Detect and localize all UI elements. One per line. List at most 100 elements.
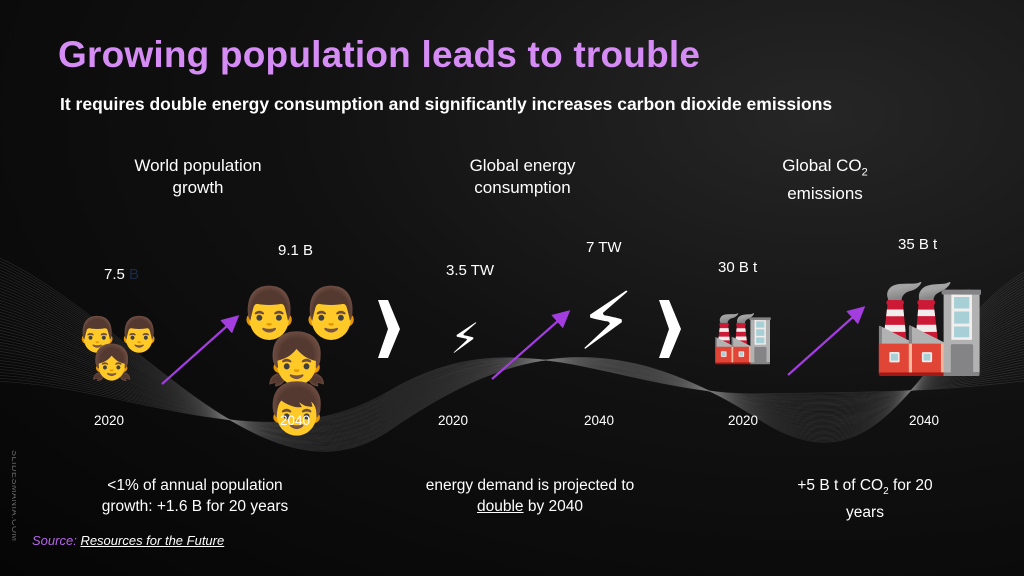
wave-line	[0, 257, 1024, 452]
year-label: 2020	[94, 413, 125, 428]
population-value-2040: 9.1 B	[278, 242, 314, 259]
year-label: 2020	[438, 413, 469, 428]
wave-line	[0, 291, 1024, 443]
wave-line	[0, 358, 1024, 426]
wave-line	[0, 278, 1024, 446]
chevron-right-icon	[659, 300, 681, 358]
wave-line	[0, 272, 1024, 448]
energy-value-2040: 7 TW	[586, 239, 622, 256]
energy-heading-line2: consumption	[474, 178, 571, 197]
page-subtitle: It requires double energy consumption an…	[60, 94, 833, 114]
wave-line	[0, 296, 1024, 441]
co2-heading-subscript: 2	[861, 166, 868, 179]
wave-line	[0, 351, 1024, 428]
year-label: 2040	[584, 413, 615, 428]
factory-icon: 🏭	[711, 308, 775, 366]
co2-note-line1: +5 B t of CO2 for 20	[770, 475, 960, 502]
co2-heading-line2: emissions	[787, 184, 863, 204]
population-heading-line2: growth	[172, 178, 224, 197]
wave-line	[0, 358, 1024, 426]
family-icon: 👨‍👨 👧	[76, 315, 161, 383]
wave-line	[0, 300, 1024, 440]
co2-heading-text: Global CO	[782, 156, 862, 175]
wave-line	[0, 357, 1024, 423]
co2-note: +5 B t of CO2 for 20 years	[770, 475, 960, 523]
wave-line	[0, 357, 1024, 424]
wave-line	[0, 357, 1024, 423]
wave-line	[0, 266, 1024, 450]
wave-line	[0, 354, 1024, 428]
year-label: 2040	[909, 413, 940, 428]
population-note-line1: <1% of annual population	[107, 477, 283, 494]
energy-heading-line1: Global energy	[469, 156, 576, 175]
wave-line	[0, 358, 1024, 425]
lightning-icon: ⚡	[577, 275, 635, 368]
population-note: <1% of annual population growth: +1.6 B …	[70, 475, 320, 517]
wave-line	[0, 312, 1024, 437]
wave-line	[0, 309, 1024, 438]
energy-note-emphasis: double	[476, 498, 524, 515]
wave-line	[0, 348, 1024, 429]
co2-note-pre: +5 B t of CO	[797, 477, 884, 494]
wave-line	[0, 281, 1024, 445]
page-title: Growing population leads to trouble	[58, 34, 701, 75]
wave-line	[0, 269, 1024, 449]
growth-arrow	[161, 315, 240, 385]
population-note-line2: growth: +1.6 B for 20 years	[101, 498, 289, 515]
wave-line	[0, 333, 1024, 432]
wave-line	[0, 357, 1024, 427]
source-citation: Source: Resources for the Future	[32, 533, 224, 548]
co2-note-post: for 20	[888, 477, 933, 494]
wave-line	[0, 303, 1024, 440]
factory-icon: 🏭	[872, 272, 987, 379]
wave-line	[0, 263, 1024, 451]
energy-note-rest: by 2040	[523, 498, 583, 515]
side-watermark: SLIDESMANIA.COM	[10, 450, 16, 542]
energy-heading: Global energy consumption	[430, 155, 615, 199]
growth-arrow	[787, 306, 866, 376]
population-value-2020: 7.5 B	[104, 266, 139, 283]
population-heading: World population growth	[108, 155, 288, 199]
wave-line	[0, 327, 1024, 434]
co2-note-line2: years	[846, 504, 884, 522]
wave-line	[0, 358, 1024, 425]
wave-line	[0, 287, 1024, 444]
co2-heading-line1: Global CO2	[740, 155, 910, 183]
year-label: 2040	[280, 413, 311, 428]
co2-heading: Global CO2 emissions	[740, 155, 910, 205]
wave-line	[0, 321, 1024, 435]
co2-value-2020: 30 B t	[718, 259, 758, 276]
family-icon: 👨‍👨 👧👦	[238, 284, 363, 438]
co2-note-subscript: 2	[883, 486, 889, 498]
co2-value-2040: 35 B t	[898, 236, 938, 253]
source-label: Source:	[32, 533, 77, 548]
side-watermark-text: SLIDESMANIA.COM	[10, 450, 16, 542]
year-label: 2020	[728, 413, 759, 428]
energy-note: energy demand is projected to double by …	[400, 475, 660, 517]
wave-line	[0, 260, 1024, 451]
energy-note-line2: double by 2040	[400, 496, 660, 517]
lightning-icon: ⚡	[450, 314, 480, 363]
population-value-2020-unit: B	[129, 266, 140, 283]
wave-line	[0, 358, 1024, 424]
wave-line	[0, 345, 1024, 430]
growth-arrow	[491, 310, 571, 380]
wave-line	[0, 339, 1024, 431]
wave-line	[0, 275, 1024, 447]
population-heading-line1: World population	[134, 156, 262, 175]
source-link[interactable]: Resources for the Future	[80, 533, 225, 548]
wave-line	[0, 315, 1024, 437]
wave-line	[0, 284, 1024, 445]
wave-line	[0, 330, 1024, 433]
wave-line	[0, 342, 1024, 430]
energy-value-2020: 3.5 TW	[446, 262, 495, 279]
wave-line	[0, 336, 1024, 432]
energy-note-line1: energy demand is projected to	[425, 477, 635, 494]
population-value-2020-number: 7.5	[104, 266, 125, 283]
wave-line	[0, 306, 1024, 439]
wave-line	[0, 324, 1024, 435]
wave-line	[0, 318, 1024, 436]
chevron-right-icon	[378, 300, 400, 358]
